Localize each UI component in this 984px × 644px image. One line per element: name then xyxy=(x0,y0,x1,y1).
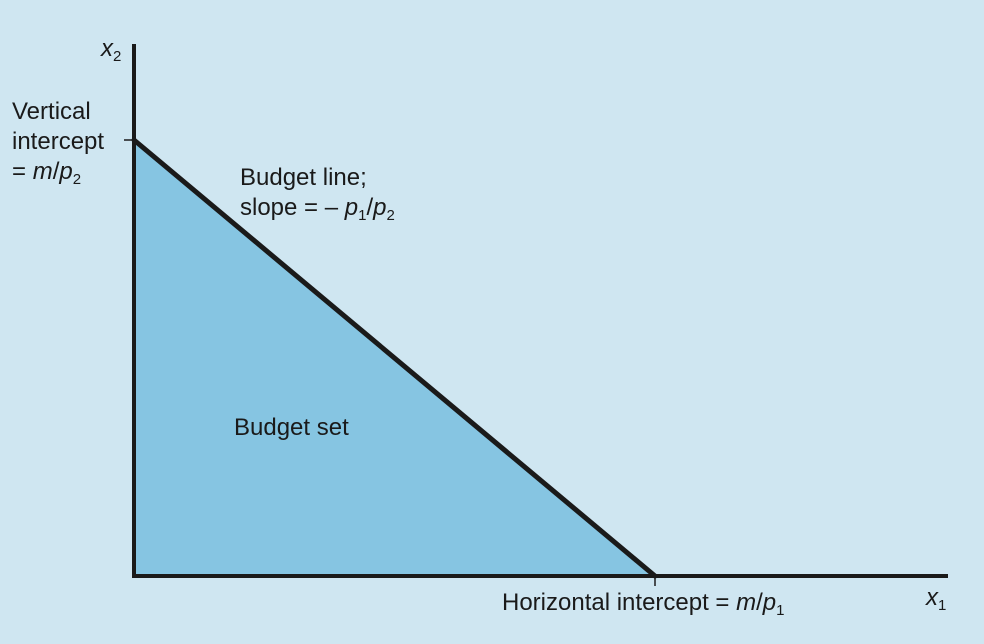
vertical-intercept-label: Vertical intercept = m/p2 xyxy=(12,98,105,188)
budget-line xyxy=(131,137,658,579)
budget-line-label: Budget line; slope = – p1/p2 xyxy=(240,164,395,224)
x-axis-label: x1 xyxy=(926,584,947,614)
budget-set-label: Budget set xyxy=(234,414,349,441)
horizontal-intercept-label: Horizontal intercept = m/p1 xyxy=(502,589,785,619)
y-axis-label: x2 xyxy=(101,35,122,65)
